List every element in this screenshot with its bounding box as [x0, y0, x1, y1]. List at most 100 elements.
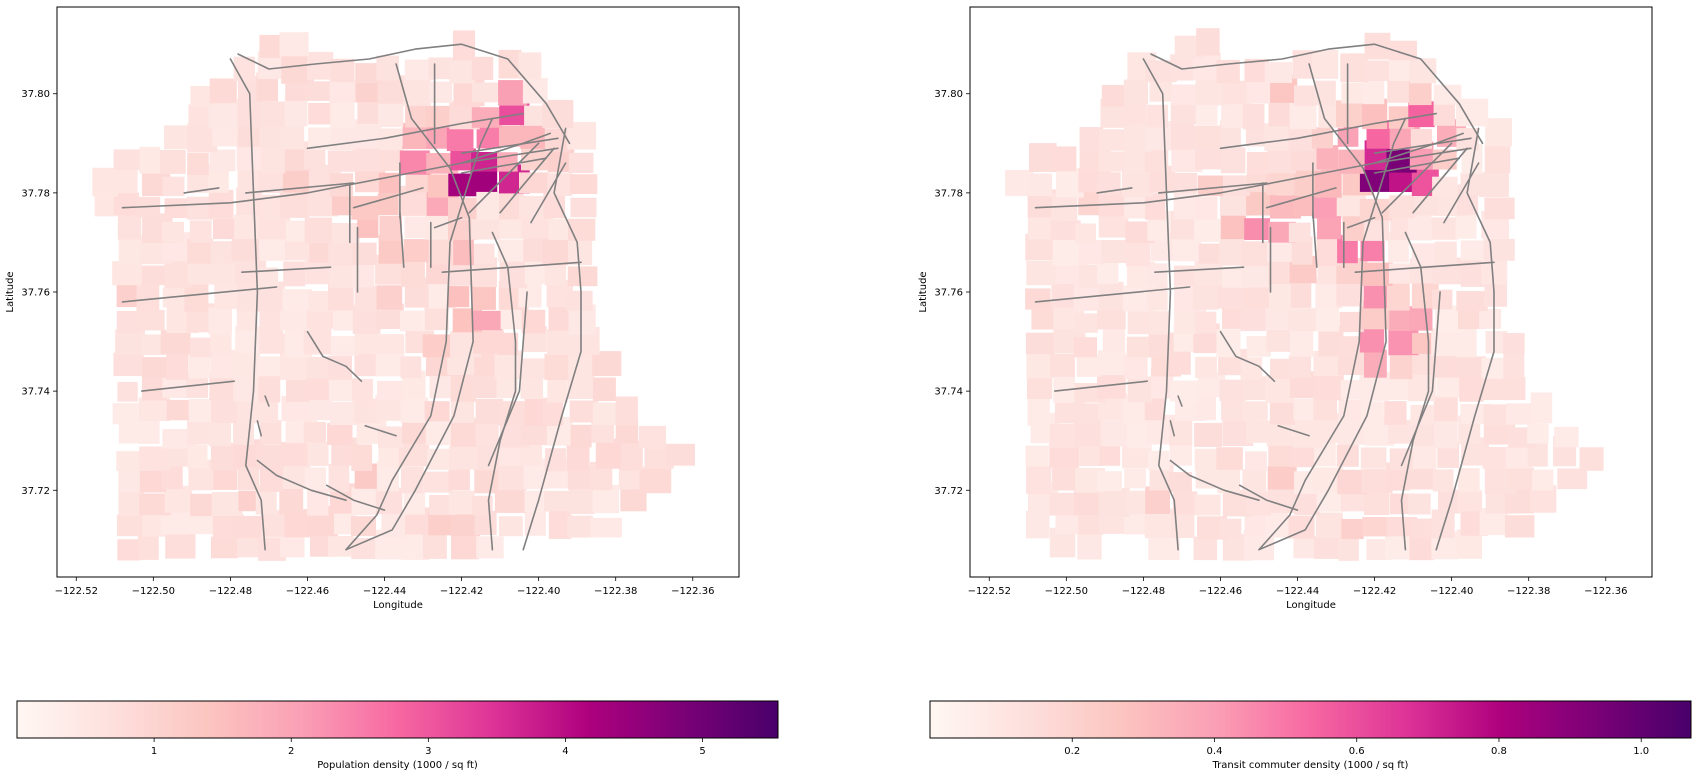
census-tract: [330, 58, 355, 82]
x-tick-label: −122.38: [1507, 586, 1550, 597]
census-tract: [1079, 440, 1102, 467]
census-tract: [567, 466, 591, 490]
census-tract: [355, 63, 382, 84]
census-tract: [425, 105, 454, 128]
x-tick-label: −122.46: [286, 586, 329, 597]
census-tract: [1074, 313, 1098, 333]
census-tract: [259, 304, 284, 335]
transit-line: [1158, 182, 1268, 194]
census-tract: [112, 169, 138, 194]
census-tract: [1242, 103, 1265, 130]
census-tract: [1148, 535, 1180, 561]
census-tract: [1433, 84, 1462, 105]
census-tract: [187, 238, 213, 264]
census-tract: [136, 283, 160, 312]
y-tick-label: 37.78: [21, 188, 50, 199]
census-tract: [1384, 401, 1407, 425]
census-tract: [403, 75, 431, 106]
census-tract: [186, 377, 209, 398]
census-tract: [423, 471, 453, 493]
census-tract: [1245, 451, 1267, 471]
census-tract: [1123, 79, 1148, 105]
census-tract: [1532, 469, 1554, 491]
census-tract: [1053, 374, 1075, 403]
census-tract: [542, 397, 564, 426]
y-axis-ticks: 37.72 37.74 37.76 37.78 37.80: [21, 89, 57, 497]
census-tract: [1240, 306, 1266, 332]
census-tract: [160, 150, 186, 174]
census-tract: [211, 263, 243, 285]
transit-line: [229, 58, 266, 551]
census-tract: [1194, 422, 1223, 447]
census-tract: [1291, 236, 1313, 265]
census-tract: [1073, 403, 1099, 425]
census-tract: [259, 101, 289, 127]
census-tract: [1101, 240, 1129, 263]
census-tract: [1246, 491, 1271, 516]
census-tract: [351, 242, 377, 265]
census-tract: [1219, 235, 1245, 266]
census-tracts: [92, 30, 695, 561]
census-tract: [1503, 377, 1526, 401]
census-tract: [1197, 516, 1228, 540]
census-tract: [497, 401, 527, 426]
census-tract: [1290, 283, 1312, 308]
census-tract: [1221, 396, 1244, 421]
x-axis-ticks: −122.52 −122.50 −122.48 −122.46 −122.44 −122.…: [968, 577, 1627, 597]
census-tract: [1365, 60, 1391, 81]
transit-line: [1154, 266, 1245, 273]
census-tract: [376, 461, 399, 492]
census-tract: [450, 514, 480, 536]
census-tract: [187, 196, 215, 220]
census-tract: [428, 81, 453, 103]
census-tract: [499, 443, 528, 467]
census-tract: [162, 429, 195, 449]
census-tract: [208, 102, 239, 129]
census-tract: [1025, 445, 1049, 467]
census-tract: [544, 448, 566, 472]
y-axis-ticks: 37.72 37.74 37.76 37.78 37.80: [934, 89, 970, 497]
census-tract: [139, 470, 166, 493]
census-tract: [280, 119, 305, 150]
census-tract: [138, 420, 160, 444]
census-tract: [285, 220, 309, 242]
census-tract: [281, 55, 309, 84]
y-tick-label: 37.76: [934, 288, 963, 299]
census-tract: [398, 443, 430, 467]
census-tract: [1078, 240, 1104, 265]
census-tract: [568, 152, 594, 173]
census-tract: [1195, 196, 1218, 220]
census-tract: [1265, 375, 1294, 403]
census-tract: [351, 119, 382, 149]
colorbar-tick-label: 2: [288, 746, 294, 757]
transit-line: [1412, 147, 1468, 214]
census-tract: [1194, 448, 1220, 471]
transit-line: [1443, 162, 1480, 224]
census-tract: [548, 509, 572, 539]
transit-line: [1219, 330, 1276, 382]
census-tract: [208, 421, 232, 447]
census-tract: [116, 514, 148, 537]
census-tract: [1174, 173, 1198, 193]
census-tract: [1456, 291, 1488, 311]
census-tract: [1484, 144, 1511, 174]
census-tract: [330, 401, 359, 426]
transit-line: [1177, 395, 1183, 407]
x-tick-label: −122.38: [594, 586, 637, 597]
census-tract: [497, 239, 528, 262]
census-tract: [1336, 193, 1366, 217]
census-tract: [471, 107, 503, 128]
census-tract: [547, 173, 573, 196]
census-tract: [327, 423, 353, 445]
x-tick-label: −122.52: [55, 586, 98, 597]
census-tract: [1410, 129, 1432, 149]
census-tract: [446, 127, 474, 151]
census-tract: [567, 515, 593, 538]
census-tract: [471, 374, 503, 398]
census-tract: [1026, 261, 1057, 286]
census-tract: [1505, 515, 1535, 538]
census-tract: [1363, 220, 1390, 241]
census-tract: [568, 218, 596, 241]
census-tract: [1433, 396, 1458, 422]
transit-line: [460, 147, 559, 164]
